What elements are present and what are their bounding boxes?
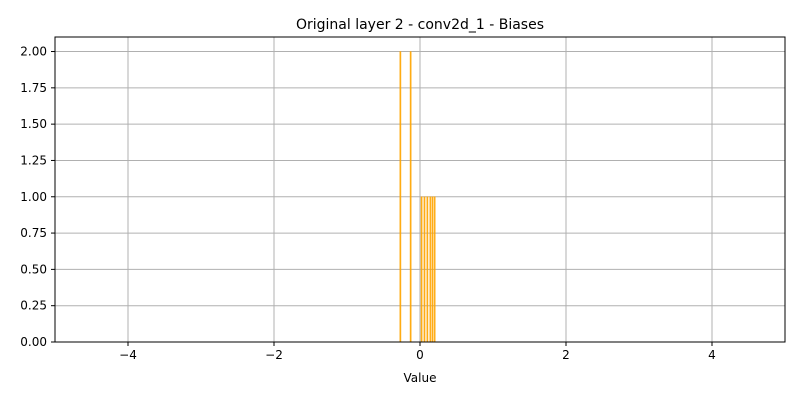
x-tick-label: 2 — [562, 348, 570, 362]
x-tick-label: −2 — [265, 348, 283, 362]
y-tick-label: 1.75 — [20, 81, 47, 95]
x-tick-label: 0 — [416, 348, 424, 362]
histogram-bar — [431, 196, 434, 343]
y-tick-label: 1.25 — [20, 153, 47, 167]
y-tick-label: 2.00 — [20, 45, 47, 59]
y-tick-label: 0.00 — [20, 335, 47, 349]
y-tick-label: 0.25 — [20, 299, 47, 313]
x-tick-label: 4 — [708, 348, 716, 362]
grid — [55, 37, 785, 343]
y-ticks: 0.00 0.25 0.50 0.75 1.00 1.25 1.50 1.75 2.00 — [20, 45, 55, 349]
histogram-bar — [426, 196, 429, 343]
histogram-bar — [399, 51, 402, 343]
y-tick-label: 1.50 — [20, 117, 47, 131]
histogram-bar — [429, 196, 432, 343]
histogram-bar — [423, 196, 426, 343]
histogram-bar — [420, 196, 423, 343]
y-tick-label: 1.00 — [20, 190, 47, 204]
y-tick-label: 0.75 — [20, 226, 47, 240]
chart-title: Original layer 2 - conv2d_1 - Biases — [296, 17, 544, 33]
x-axis-label: Value — [404, 371, 437, 385]
x-ticks: −4 −2 0 2 4 — [119, 342, 716, 362]
x-tick-label: −4 — [119, 348, 137, 362]
y-tick-label: 0.50 — [20, 262, 47, 276]
histogram-bar — [433, 196, 436, 343]
histogram-bar — [409, 51, 412, 343]
